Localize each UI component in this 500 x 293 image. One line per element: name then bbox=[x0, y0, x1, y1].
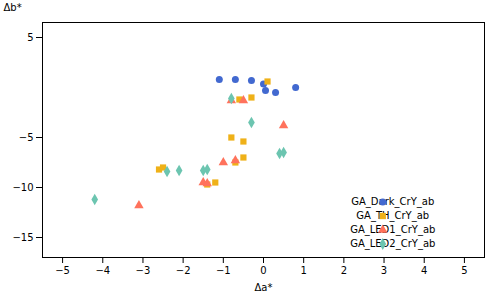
svg-text:GA_TH_CrY_ab: GA_TH_CrY_ab bbox=[356, 210, 429, 222]
svg-text:−2: −2 bbox=[176, 265, 191, 276]
svg-text:5: 5 bbox=[461, 265, 467, 276]
svg-text:Δa*: Δa* bbox=[255, 282, 273, 293]
svg-text:−5: −5 bbox=[55, 265, 70, 276]
svg-text:GA_LED1_CrY_ab: GA_LED1_CrY_ab bbox=[350, 224, 435, 236]
svg-text:GA_Dark_CrY_ab: GA_Dark_CrY_ab bbox=[351, 196, 434, 208]
svg-text:0: 0 bbox=[260, 265, 266, 276]
svg-text:1: 1 bbox=[300, 265, 306, 276]
svg-text:Δb*: Δb* bbox=[4, 2, 22, 13]
svg-text:−4: −4 bbox=[95, 265, 110, 276]
svg-text:−1: −1 bbox=[216, 265, 231, 276]
svg-text:5: 5 bbox=[27, 32, 33, 43]
svg-text:GA_LED2_CrY_ab: GA_LED2_CrY_ab bbox=[350, 238, 435, 250]
svg-text:−5: −5 bbox=[19, 132, 34, 143]
svg-text:2: 2 bbox=[341, 265, 347, 276]
svg-text:3: 3 bbox=[381, 265, 387, 276]
svg-text:−3: −3 bbox=[136, 265, 151, 276]
svg-text:−10: −10 bbox=[12, 182, 33, 193]
svg-text:−15: −15 bbox=[12, 232, 33, 243]
svg-text:4: 4 bbox=[421, 265, 427, 276]
